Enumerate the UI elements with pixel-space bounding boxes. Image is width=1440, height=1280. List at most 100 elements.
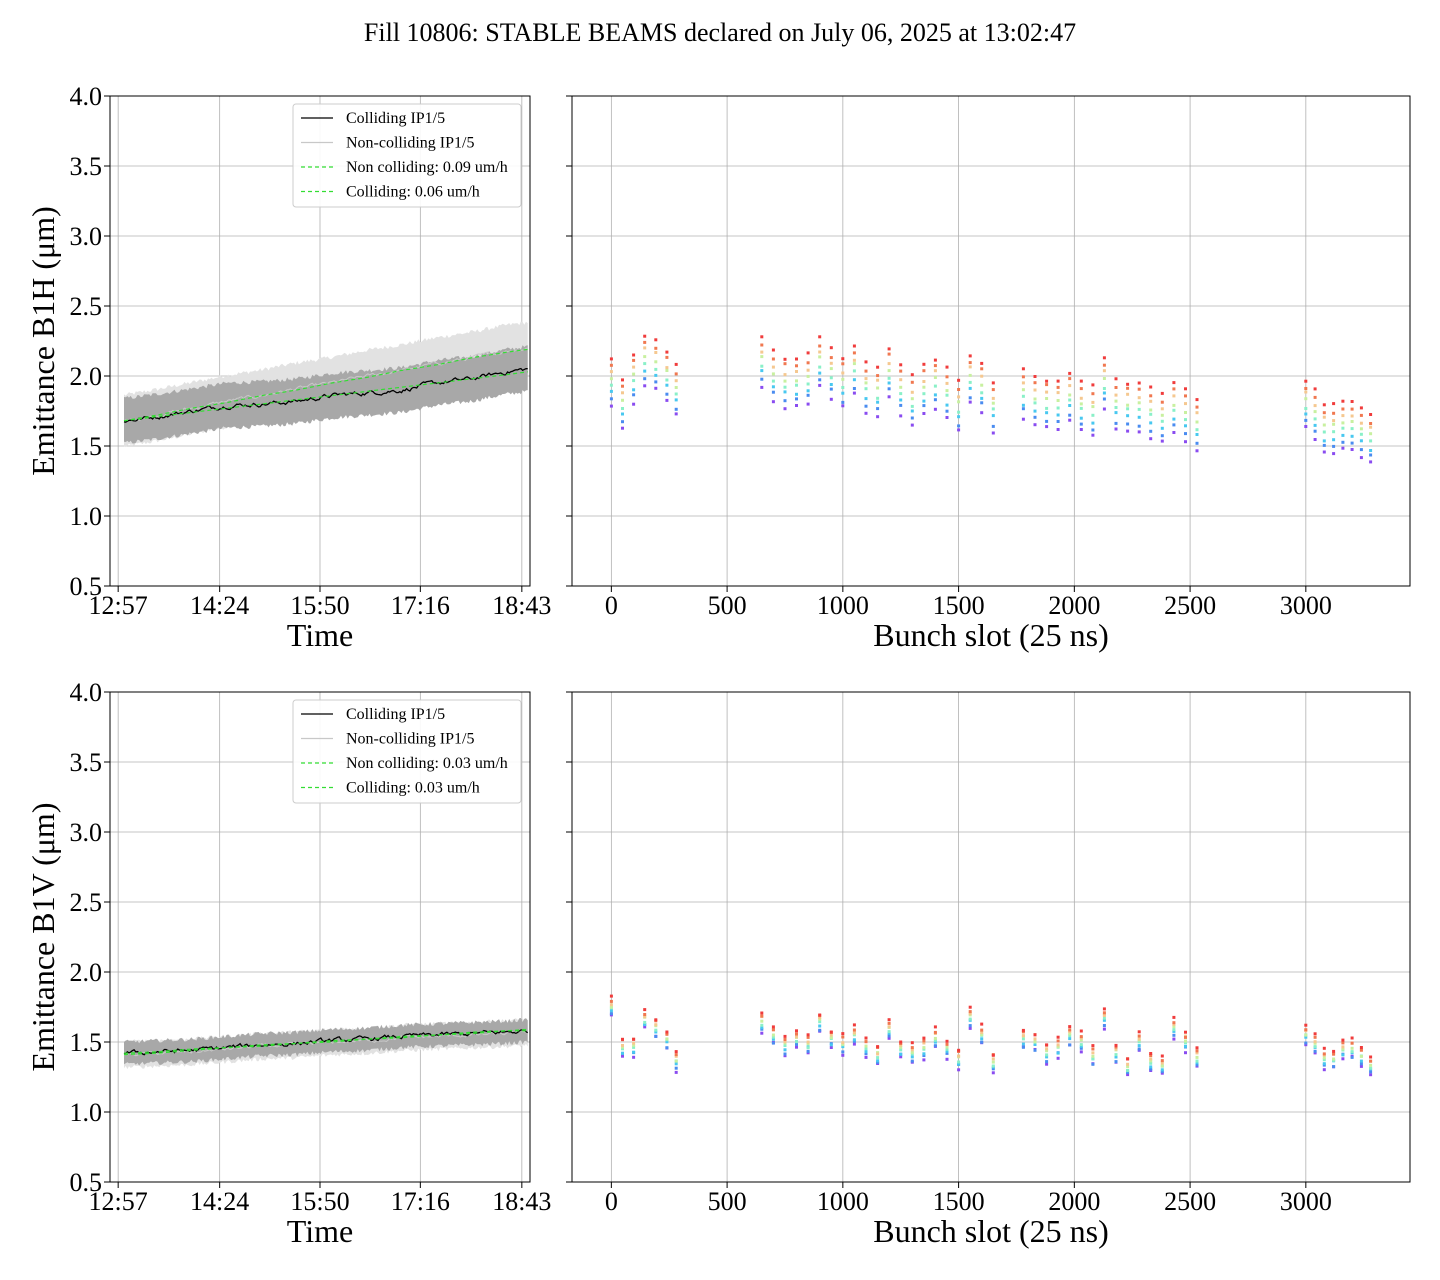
bunch-point (1195, 1059, 1199, 1063)
bunch-point (864, 1052, 868, 1056)
bunch-point (922, 399, 926, 403)
bunch-point (829, 361, 833, 365)
bunch-point (899, 369, 903, 373)
bunch-point (643, 1020, 647, 1024)
bunch-point (1137, 424, 1141, 428)
bunch-point (1341, 414, 1345, 418)
bunch-point (1304, 1033, 1308, 1037)
bunch-point (783, 1040, 787, 1044)
bunch-point (609, 363, 613, 367)
bunch-point (1045, 1047, 1049, 1051)
bunch-point (1359, 413, 1363, 417)
bunch-point (609, 404, 613, 408)
bunch-point (957, 1060, 961, 1064)
bunch-point (1021, 1042, 1025, 1046)
bunch-point (621, 1047, 624, 1051)
bunch-point (783, 390, 787, 394)
bunch-point (829, 1046, 833, 1049)
bunch-point (609, 357, 613, 361)
bunch-point (1350, 427, 1354, 431)
bunch-point (991, 407, 995, 411)
bunch-point (1079, 1035, 1083, 1039)
bunch-point (1126, 407, 1130, 411)
bunch-point (1359, 448, 1363, 452)
bunch-point (1172, 1025, 1176, 1029)
bunch-point (783, 385, 787, 389)
bunch-point (1304, 412, 1308, 416)
bunch-point (1184, 424, 1187, 428)
x-tick-label: 18:43 (492, 591, 551, 620)
bunch-point (632, 1043, 636, 1047)
bunch-point (674, 386, 678, 389)
bunch-point (1184, 411, 1187, 414)
bunch-point (864, 369, 868, 373)
bunch-point (1160, 413, 1164, 417)
bunch-point (1322, 1056, 1326, 1060)
bunch-point (1195, 441, 1199, 445)
bunch-point (1079, 428, 1083, 431)
bunch-point (1304, 418, 1308, 422)
bunch-point (621, 398, 624, 402)
bunch-point (1068, 418, 1072, 422)
x-tick-label: 1500 (933, 1187, 985, 1216)
bunch-point (1137, 387, 1141, 391)
bunch-point (760, 1031, 764, 1035)
bunch-point (1126, 386, 1130, 390)
bunch-point (818, 1013, 822, 1017)
bunch-point (1102, 1014, 1106, 1017)
bunch-point (1184, 402, 1187, 406)
bunch-point (968, 1010, 972, 1014)
x-tick-label: 500 (708, 1187, 747, 1216)
bunch-point (1341, 446, 1345, 450)
bunch-point (1322, 415, 1326, 419)
bunch-point (876, 396, 880, 400)
bunch-point (1350, 420, 1354, 423)
bunch-point (1359, 1048, 1363, 1052)
bunch-point (1045, 1060, 1049, 1064)
x-axis-label: Bunch slot (25 ns) (873, 617, 1109, 653)
bunch-point (922, 1039, 926, 1043)
bunch-point (910, 1059, 914, 1063)
bunch-point (991, 1060, 995, 1064)
bunch-point (654, 1028, 658, 1032)
bunch-point (1068, 1034, 1072, 1038)
bunch-point (829, 1033, 833, 1037)
bunch-point (1079, 1046, 1083, 1050)
bunch-point (991, 1071, 995, 1075)
bunch-point (945, 1045, 949, 1049)
bunch-point (818, 365, 822, 369)
bunch-point (795, 1040, 798, 1044)
bunch-point (795, 404, 798, 407)
bunch-point (818, 378, 822, 382)
bunch-point (1332, 1052, 1336, 1056)
bunch-point (864, 1047, 868, 1051)
x-tick-label: 1000 (817, 1187, 869, 1216)
bunch-point (1068, 1032, 1072, 1036)
bunch-point (852, 1031, 856, 1035)
bunch-point (1126, 1062, 1130, 1066)
bunch-point (665, 398, 669, 402)
bunch-point (654, 1034, 658, 1038)
bunch-point (1114, 1060, 1118, 1064)
bunch-point (760, 1011, 764, 1015)
bunch-point (643, 1008, 647, 1012)
bunch-point (1172, 394, 1176, 398)
bunch-point (864, 411, 868, 415)
bunch-point (609, 370, 613, 374)
bunch-point (1313, 1049, 1317, 1053)
bunch-point (1313, 410, 1317, 414)
bunch-point (1056, 1035, 1060, 1039)
bunch-point (1322, 1068, 1326, 1072)
bunch-point (968, 380, 972, 384)
bunch-point (783, 407, 787, 411)
bunch-point (1126, 1071, 1130, 1074)
bunch-point (841, 377, 845, 381)
bunch-point (1056, 1045, 1060, 1049)
bunch-point (1184, 1044, 1187, 1048)
bunch-point (852, 1042, 856, 1046)
bunch-point (1332, 1049, 1336, 1053)
bunch-point (1045, 397, 1049, 400)
bunch-point (887, 387, 891, 391)
x-tick-label: 18:43 (492, 1187, 551, 1216)
bunch-point (945, 1049, 949, 1053)
